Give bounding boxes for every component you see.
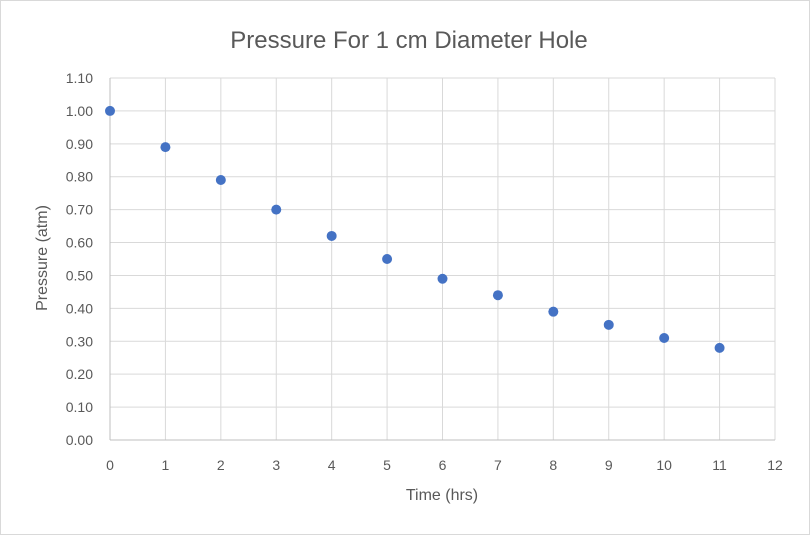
x-tick-label: 9 <box>605 457 613 473</box>
x-axis-label: Time (hrs) <box>406 487 478 504</box>
x-tick-label: 1 <box>162 457 170 473</box>
y-axis-label: Pressure (atm) <box>34 205 51 311</box>
y-tick-label: 0.70 <box>66 202 93 218</box>
y-tick-label: 0.60 <box>66 235 93 251</box>
data-series <box>105 105 725 353</box>
x-tick-label: 5 <box>383 457 391 473</box>
x-tick-label: 12 <box>767 457 783 473</box>
data-point <box>326 230 337 241</box>
x-tick-label: 10 <box>656 457 672 473</box>
data-point <box>437 273 448 284</box>
y-tick-label: 1.00 <box>66 103 93 119</box>
y-tick-label: 0.20 <box>66 366 93 382</box>
y-tick-label: 0.50 <box>66 267 93 283</box>
data-point <box>603 319 614 330</box>
data-point <box>105 105 115 116</box>
tick-labels: 0.00 0.10 0.20 0.30 0.40 0.50 0.60 0.70 0.80 0.90… <box>66 70 783 473</box>
data-point <box>714 342 725 353</box>
x-tick-label: 7 <box>494 457 502 473</box>
y-tick-label: 0.40 <box>66 300 93 316</box>
y-tick-label: 0.80 <box>66 169 93 185</box>
y-tick-label: 0.00 <box>66 432 93 448</box>
y-tick-label: 0.10 <box>66 399 93 415</box>
axes <box>109 78 775 441</box>
x-tick-label: 3 <box>272 457 280 473</box>
chart-title: Pressure For 1 cm Diameter Hole <box>230 27 587 54</box>
x-tick-label: 11 <box>712 457 727 473</box>
data-point <box>548 306 559 317</box>
x-tick-label: 4 <box>328 457 336 473</box>
data-point <box>492 290 503 301</box>
x-tick-label: 6 <box>439 457 447 473</box>
x-tick-label: 0 <box>106 457 114 473</box>
data-point <box>659 332 670 343</box>
gridlines <box>110 77 776 440</box>
data-point <box>382 254 393 264</box>
y-tick-label: 1.10 <box>66 70 93 86</box>
x-tick-label: 8 <box>549 457 557 473</box>
data-point <box>160 142 171 153</box>
y-tick-label: 0.90 <box>66 136 93 152</box>
x-tick-label: 2 <box>217 457 225 473</box>
data-point <box>271 204 282 215</box>
y-tick-label: 0.30 <box>66 333 93 349</box>
data-point <box>215 175 226 186</box>
